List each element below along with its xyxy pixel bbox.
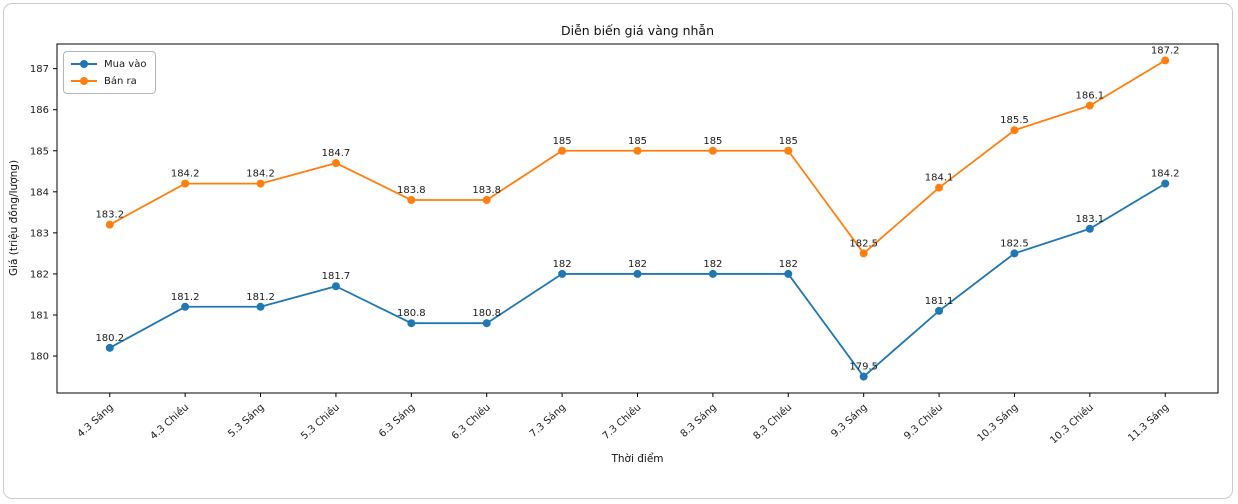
data-point-marker xyxy=(558,146,567,155)
data-point-marker xyxy=(1010,249,1019,258)
point-value-label: 179.5 xyxy=(849,362,878,373)
point-value-label: 185 xyxy=(703,136,722,147)
y-tick-label: 181 xyxy=(30,310,49,321)
point-value-label: 181.1 xyxy=(925,296,954,307)
y-tick-label: 180 xyxy=(30,352,49,363)
point-value-label: 182 xyxy=(779,259,798,270)
data-point-marker xyxy=(105,220,114,229)
chart-card xyxy=(3,3,1233,499)
data-point-marker xyxy=(331,282,340,291)
x-tick-label: 9.3 Chiều xyxy=(902,401,945,442)
point-value-label: 186.1 xyxy=(1076,91,1105,102)
point-value-label: 180.2 xyxy=(95,333,124,344)
x-tick-label: 6.3 Chiều xyxy=(449,401,492,442)
point-value-label: 181.2 xyxy=(171,292,200,303)
y-tick-label: 187 xyxy=(30,64,49,75)
x-tick-label: 7.3 Chiều xyxy=(600,401,643,442)
series-line xyxy=(109,59,1166,255)
data-point-marker xyxy=(256,302,265,311)
legend: Mua vào Bán ra xyxy=(63,51,157,94)
point-value-label: 182 xyxy=(703,259,722,270)
x-tick-label: 7.3 Sáng xyxy=(527,401,568,440)
data-point-marker xyxy=(1085,224,1094,233)
point-value-label: 183.8 xyxy=(397,185,426,196)
data-point-marker xyxy=(935,306,944,315)
point-value-label: 185 xyxy=(553,136,572,147)
data-point-marker xyxy=(105,343,114,352)
point-value-label: 181.7 xyxy=(322,271,351,282)
y-tick-label: 183 xyxy=(30,228,49,239)
data-point-marker xyxy=(1085,101,1094,110)
x-tick-label: 11.3 Sáng xyxy=(1126,401,1172,444)
x-tick-label: 4.3 Chiều xyxy=(148,401,191,442)
data-point-marker xyxy=(1161,56,1170,65)
legend-label: Bán ra xyxy=(104,75,137,87)
data-point-marker xyxy=(935,183,944,192)
data-point-marker xyxy=(331,159,340,168)
data-point-marker xyxy=(407,196,416,205)
legend-label: Mua vào xyxy=(104,58,147,70)
data-point-marker xyxy=(482,319,491,328)
data-point-marker xyxy=(859,249,868,258)
y-axis-label: Giá (triệu đồng/lượng) xyxy=(8,159,20,277)
data-point-marker xyxy=(181,179,190,188)
point-value-label: 181.2 xyxy=(246,292,275,303)
point-value-label: 182 xyxy=(628,259,647,270)
point-value-label: 185 xyxy=(779,136,798,147)
data-point-marker xyxy=(1161,179,1170,188)
x-tick-label: 10.3 Sáng xyxy=(975,401,1021,444)
data-point-marker xyxy=(482,196,491,205)
series-line xyxy=(109,182,1166,378)
x-tick-label: 8.3 Chiều xyxy=(751,401,794,442)
data-point-marker xyxy=(859,372,868,381)
point-value-label: 182 xyxy=(553,259,572,270)
data-point-marker xyxy=(558,269,567,278)
x-tick-label: 10.3 Chiều xyxy=(1048,401,1096,446)
data-point-marker xyxy=(708,269,717,278)
y-tick-label: 185 xyxy=(30,146,49,157)
x-tick-label: 9.3 Sáng xyxy=(829,401,870,440)
data-point-marker xyxy=(784,269,793,278)
x-tick-label: 6.3 Sáng xyxy=(376,401,417,440)
point-value-label: 184.1 xyxy=(925,173,954,184)
legend-line-marker-icon xyxy=(71,57,97,71)
y-tick-label: 184 xyxy=(30,187,49,198)
data-point-marker xyxy=(181,302,190,311)
legend-line-marker-icon xyxy=(71,74,97,88)
y-tick-label: 186 xyxy=(30,105,49,116)
data-point-marker xyxy=(407,319,416,328)
point-value-label: 182.5 xyxy=(1000,238,1029,249)
x-tick-label: 8.3 Sáng xyxy=(678,401,719,440)
point-value-label: 183.1 xyxy=(1076,214,1105,225)
point-value-label: 180.8 xyxy=(472,308,501,319)
x-axis-label: Thời điểm xyxy=(611,453,664,465)
point-value-label: 185.5 xyxy=(1000,115,1029,126)
point-value-label: 184.2 xyxy=(246,169,275,180)
legend-item-mua-vao: Mua vào xyxy=(71,57,146,71)
x-tick-label: 5.3 Chiều xyxy=(298,401,341,442)
data-point-marker xyxy=(256,179,265,188)
data-point-marker xyxy=(1010,126,1019,135)
point-value-label: 185 xyxy=(628,136,647,147)
point-value-label: 184.2 xyxy=(171,169,200,180)
point-value-label: 183.8 xyxy=(472,185,501,196)
data-point-marker xyxy=(708,146,717,155)
data-point-marker xyxy=(633,146,642,155)
legend-item-ban-ra: Bán ra xyxy=(71,74,146,88)
point-value-label: 182.5 xyxy=(849,238,878,249)
x-tick-label: 5.3 Sáng xyxy=(226,401,267,440)
point-value-label: 187.2 xyxy=(1151,45,1180,56)
plot-frame xyxy=(56,43,1219,394)
chart-title: Diễn biến giá vàng nhẫn xyxy=(560,23,715,38)
x-tick-label: 4.3 Sáng xyxy=(75,401,116,440)
point-value-label: 184.2 xyxy=(1151,169,1180,180)
data-point-marker xyxy=(633,269,642,278)
point-value-label: 180.8 xyxy=(397,308,426,319)
point-value-label: 183.2 xyxy=(95,210,124,221)
point-value-label: 184.7 xyxy=(322,148,351,159)
y-tick-label: 182 xyxy=(30,269,49,280)
data-point-marker xyxy=(784,146,793,155)
